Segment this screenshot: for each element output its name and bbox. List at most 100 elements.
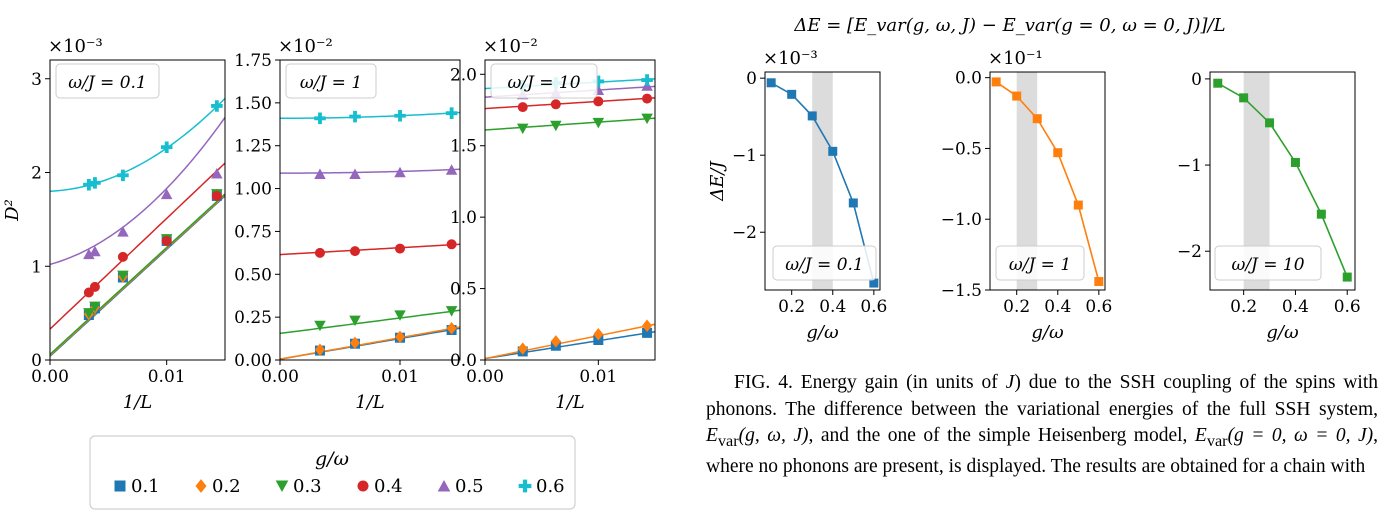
fit-line-0.5 xyxy=(280,168,460,174)
x-axis-label: 1/L xyxy=(355,392,384,413)
axes-frame xyxy=(279,59,461,361)
data-point xyxy=(1265,118,1275,128)
data-point-g-0.4 xyxy=(517,102,528,113)
data-point-g-0.4 xyxy=(117,251,128,262)
figure-caption: FIG. 4. Energy gain (in units of J) due … xyxy=(706,372,1379,478)
y-tick-label: 0 xyxy=(1191,70,1202,90)
y-tick-label: −0.5 xyxy=(941,139,982,159)
y-tick-label: 1.25 xyxy=(234,137,272,157)
y-tick-label: 0.00 xyxy=(234,351,272,371)
parameter-box xyxy=(285,63,377,99)
data-point-g-0.6 xyxy=(314,112,326,125)
data-point-g-0.6 xyxy=(160,141,173,153)
data-point-g-0.5 xyxy=(394,166,406,178)
fit-line-0.1 xyxy=(485,331,655,360)
y-axis-label: D² xyxy=(2,199,23,222)
x-axis-label: 1/L xyxy=(555,392,584,413)
data-point-g-0.2 xyxy=(350,336,360,350)
data-point-g-0.4 xyxy=(314,247,325,258)
x-tick-label: 0.4 xyxy=(1282,297,1309,317)
legend-marker-0.5 xyxy=(437,479,451,492)
data-point xyxy=(1316,209,1326,219)
data-point xyxy=(1053,148,1063,158)
chart-right-2: 0.2 0.4 0.6 0.0 −0.5 −1.0 −1.5 ×10⁻¹ g/ω ω/J = 1 xyxy=(941,48,1113,343)
data-point-g-0.4 xyxy=(446,239,457,250)
x-tick-label: 0.00 xyxy=(261,367,299,387)
data-point xyxy=(848,198,858,208)
fit-line-0.3 xyxy=(280,309,460,335)
y-tick-label: 0.50 xyxy=(234,265,272,285)
data-point xyxy=(869,278,879,288)
data-point-g-0.6 xyxy=(89,177,101,189)
parameter-label: ω/J = 0.1 xyxy=(785,255,864,275)
x-tick-label: 0.4 xyxy=(1044,297,1071,317)
fit-line-0.2 xyxy=(280,326,460,360)
y-tick-label: 0.5 xyxy=(450,280,477,300)
data-point-g-0.4 xyxy=(593,96,604,107)
y-tick-label: 1.5 xyxy=(450,137,477,157)
legend-label-0.4: 0.4 xyxy=(374,476,403,497)
shaded-region xyxy=(1016,72,1038,290)
axis-offset-label: ×10⁻² xyxy=(278,36,333,57)
fit-line-0.6 xyxy=(280,111,460,120)
y-tick-label: −1 xyxy=(1177,156,1202,176)
y-tick-label: 2 xyxy=(31,164,42,184)
data-point xyxy=(787,89,797,99)
x-tick-label: 0.2 xyxy=(778,297,805,317)
data-point-g-0.5 xyxy=(445,164,458,175)
axis-offset-label: ×10⁻² xyxy=(483,36,538,57)
data-point-g-0.6 xyxy=(641,74,653,86)
data-point-g-0.6 xyxy=(117,169,129,182)
x-tick-label: 0.6 xyxy=(1334,297,1361,317)
data-point xyxy=(1012,91,1022,101)
data-point-g-0.2 xyxy=(517,342,528,355)
y-tick-label: 0.25 xyxy=(234,308,272,328)
axes-frame xyxy=(1209,71,1356,291)
y-tick-label: 1.75 xyxy=(234,51,272,71)
fit-line-0.3 xyxy=(485,117,655,131)
data-point xyxy=(828,146,838,156)
data-point-g-0.6 xyxy=(211,100,223,112)
data-point-g-0.2 xyxy=(395,330,405,344)
fit-line-0.6 xyxy=(50,97,225,192)
data-point-g-0.4 xyxy=(395,243,405,254)
axes-frame xyxy=(484,59,656,361)
legend-marker-0.6 xyxy=(518,479,532,493)
y-tick-label: −2 xyxy=(1177,242,1202,262)
data-point xyxy=(1290,157,1300,167)
fit-line-0.4 xyxy=(485,97,655,110)
data-point-g-0.6 xyxy=(592,75,605,88)
parameter-label: ω/J = 1 xyxy=(1009,255,1071,275)
y-tick-label: 0 xyxy=(746,69,757,89)
data-point-g-0.3 xyxy=(394,310,406,321)
data-point xyxy=(1239,93,1249,103)
x-tick-label: 0.6 xyxy=(1085,297,1112,317)
data-point-g-0.2 xyxy=(642,319,653,332)
x-axis-label: g/ω xyxy=(806,322,839,343)
chart-left-2: 0.00 0.01 0.00 0.25 0.50 0.75 1.00 1.25 1.50 1.75… xyxy=(234,36,461,413)
data-point xyxy=(1094,277,1104,287)
data-point-g-0.4 xyxy=(550,99,561,110)
y-tick-label: 3 xyxy=(31,70,42,90)
right-figure-title: ΔE = [E_var(g, ω, J) − E_var(g = 0, ω = … xyxy=(793,15,1225,36)
fit-line-0.5 xyxy=(50,116,225,266)
axes-frame xyxy=(989,71,1106,291)
data-point-g-0.3 xyxy=(349,315,361,327)
y-tick-label: 0.0 xyxy=(955,69,982,89)
x-tick-label: 0.01 xyxy=(381,367,419,387)
y-tick-label: 1 xyxy=(31,257,42,277)
parameter-label: ω/J = 10 xyxy=(1231,255,1304,275)
x-tick-label: 0.00 xyxy=(31,367,69,387)
data-point-g-0.4 xyxy=(642,93,653,104)
data-point-g-0.3 xyxy=(314,320,326,332)
x-tick-label: 0.4 xyxy=(819,297,846,317)
data-point-g-0.3 xyxy=(641,113,653,125)
data-point-g-0.4 xyxy=(89,281,100,292)
y-tick-label: −1 xyxy=(732,146,757,166)
data-point-g-0.1 xyxy=(642,327,653,338)
data-point xyxy=(1073,200,1083,210)
data-point-g-0.5 xyxy=(349,168,361,179)
legend-label-0.1: 0.1 xyxy=(131,476,160,497)
data-point-g-0.5 xyxy=(160,188,173,200)
